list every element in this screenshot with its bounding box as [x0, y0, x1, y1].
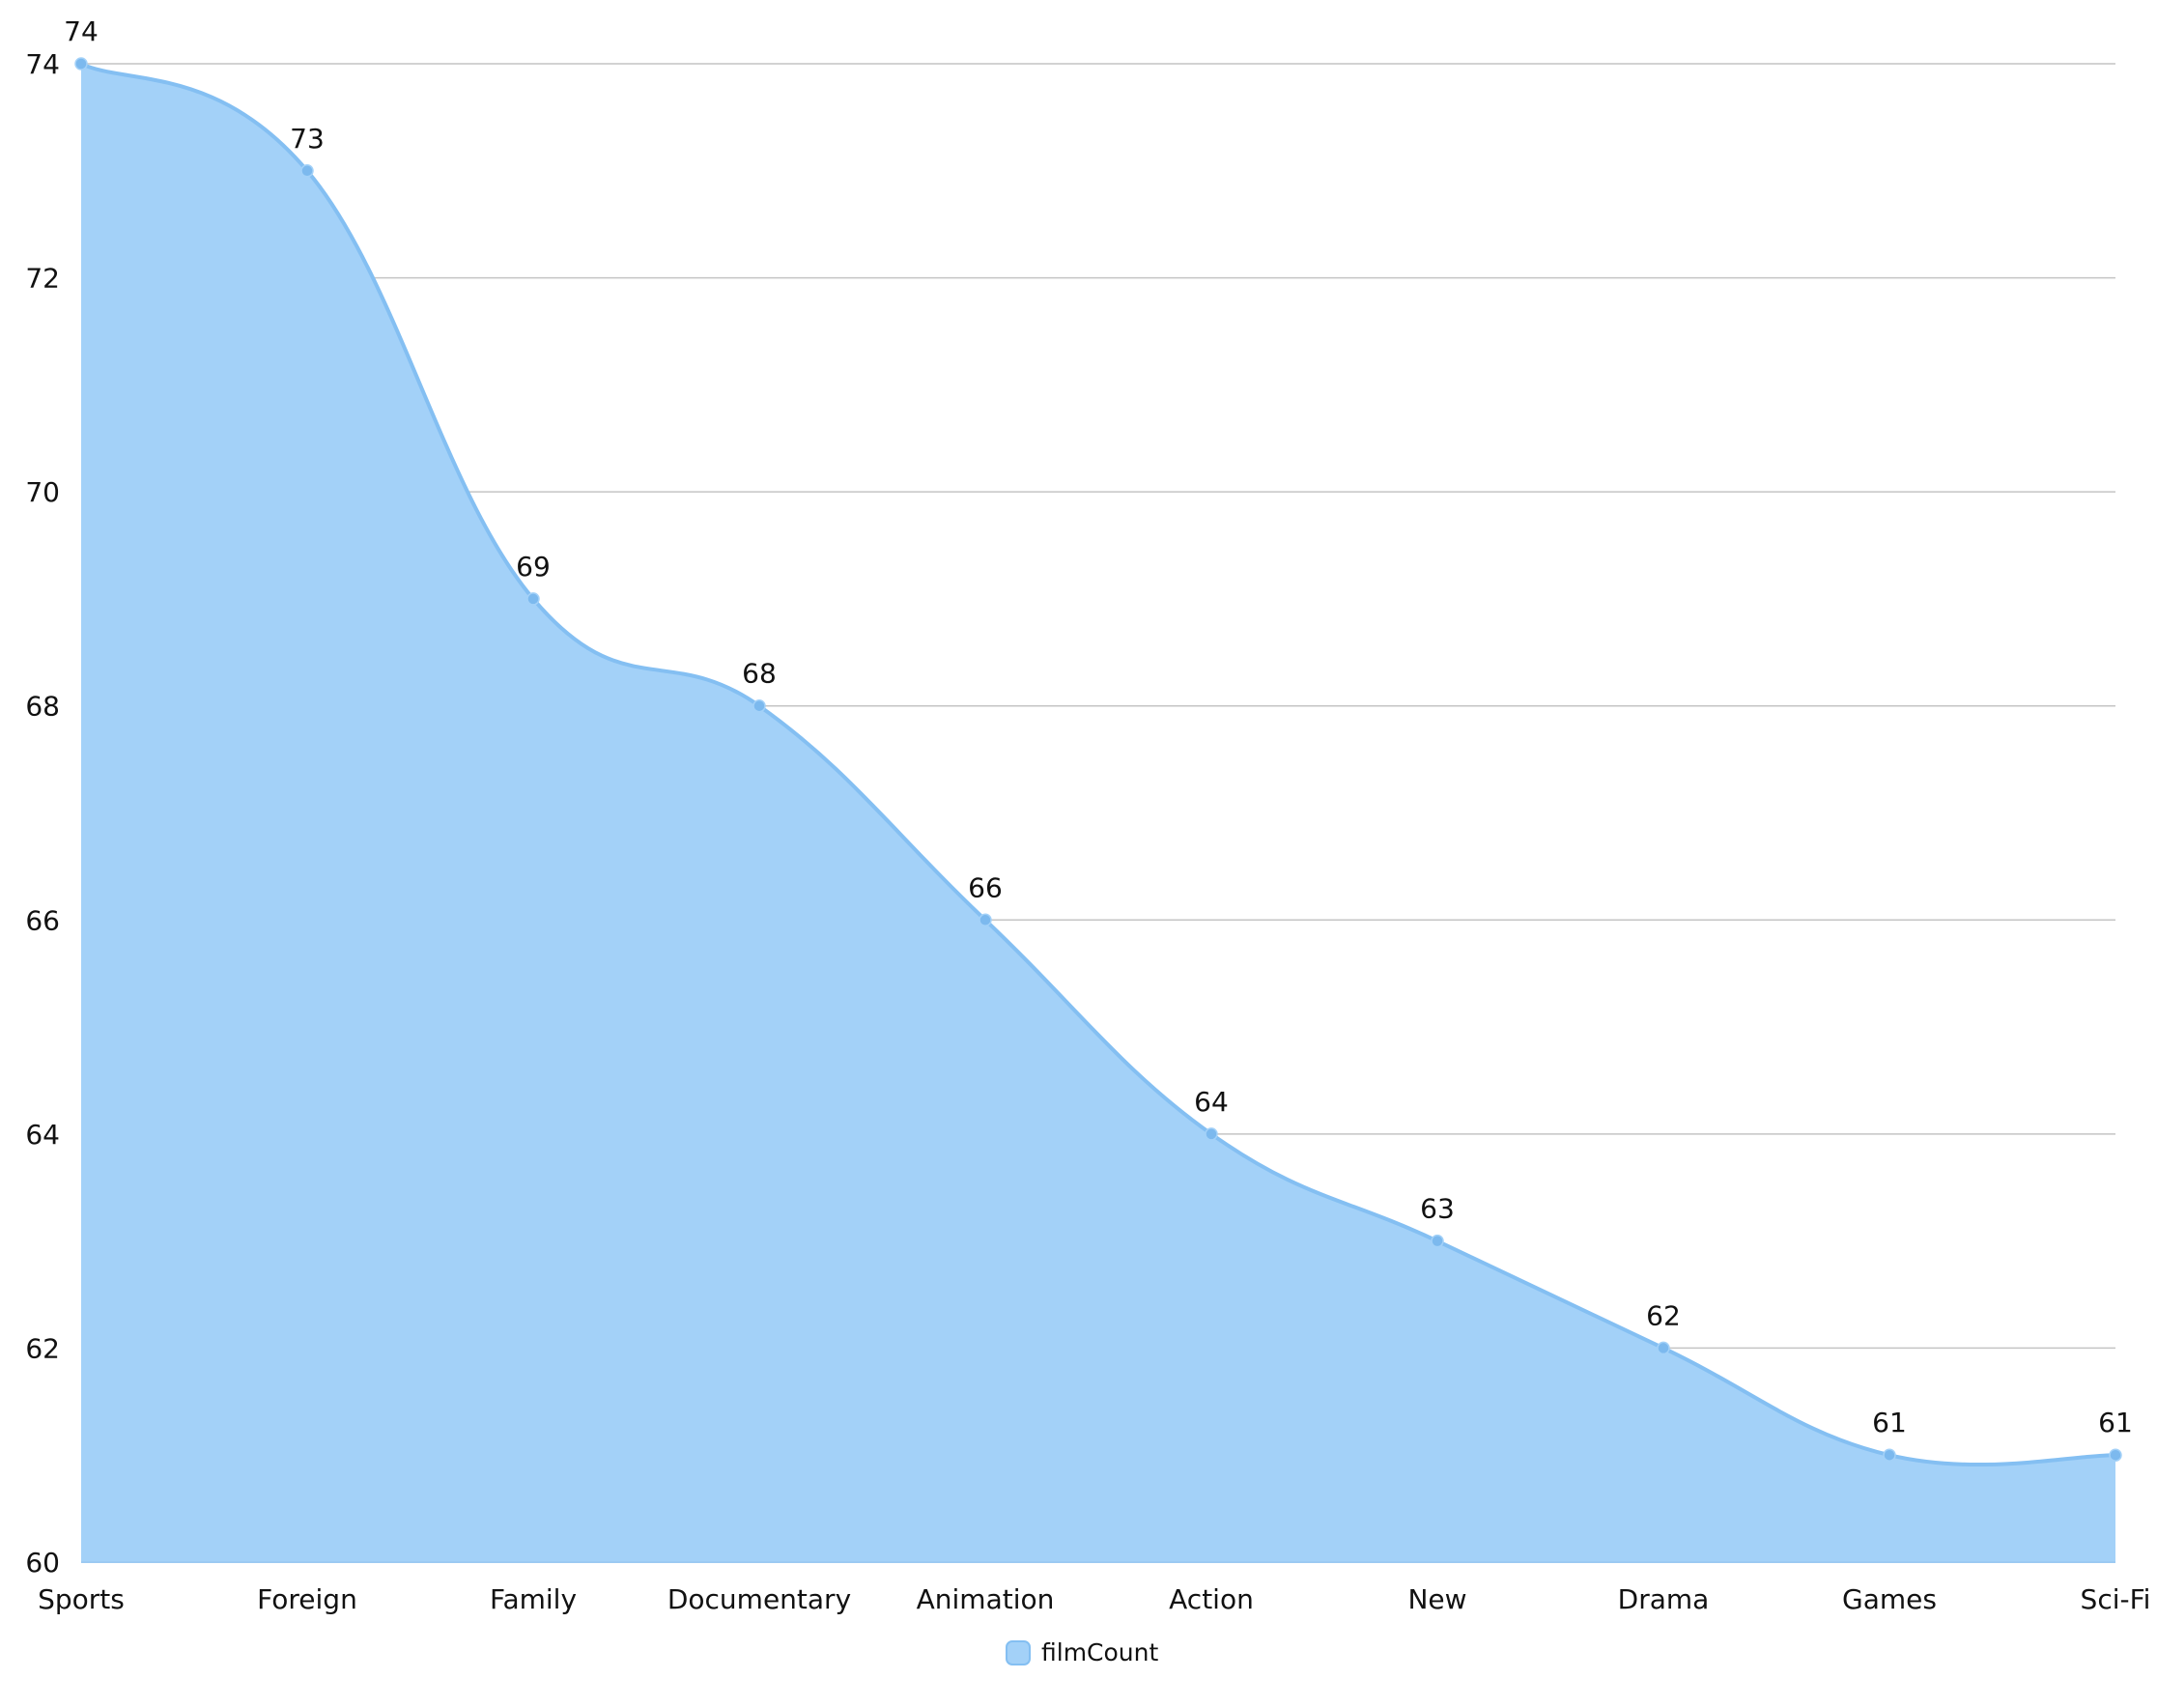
x-tick-label: Sci-Fi — [2081, 1583, 2151, 1615]
axes: 60 62 64 66 68 70 72 74 Sports Foreign Family Docum… — [25, 48, 2150, 1615]
x-tick-label: Animation — [917, 1583, 1055, 1615]
data-label: 68 — [742, 658, 777, 690]
data-labels: 74 73 69 68 66 64 63 62 61 61 — [64, 15, 2133, 1438]
data-label: 63 — [1420, 1193, 1455, 1225]
data-point[interactable] — [979, 913, 992, 927]
data-point[interactable] — [1657, 1341, 1670, 1355]
data-label: 61 — [1872, 1407, 1907, 1438]
data-point[interactable] — [74, 57, 88, 71]
series-line — [80, 62, 2116, 1467]
legend-item[interactable]: filmCount — [1006, 1638, 1158, 1666]
x-tick-label: Games — [1842, 1583, 1937, 1615]
x-tick-label: Documentary — [667, 1583, 851, 1615]
area-fill — [81, 64, 2115, 1562]
y-tick-label: 64 — [25, 1119, 60, 1151]
data-point[interactable] — [526, 592, 540, 606]
y-tick-label: 62 — [25, 1332, 60, 1364]
y-tick-label: 68 — [25, 691, 60, 723]
x-tick-label: Drama — [1618, 1583, 1710, 1615]
data-point[interactable] — [300, 164, 314, 178]
data-point[interactable] — [1205, 1127, 1218, 1141]
data-label: 66 — [968, 871, 1003, 903]
x-tick-label: Action — [1169, 1583, 1254, 1615]
legend-label: filmCount — [1041, 1638, 1158, 1666]
data-point[interactable] — [1883, 1448, 1896, 1462]
data-label: 69 — [516, 551, 551, 583]
data-label: 64 — [1194, 1086, 1229, 1118]
x-tick-label: Family — [490, 1583, 577, 1615]
area-series — [80, 62, 2116, 1562]
data-label: 62 — [1646, 1299, 1681, 1331]
y-tick-label: 66 — [25, 904, 60, 936]
legend-swatch — [1006, 1640, 1031, 1665]
data-points — [74, 57, 2122, 1462]
data-point[interactable] — [752, 698, 766, 713]
y-tick-label: 70 — [25, 476, 60, 508]
data-label: 73 — [290, 123, 325, 155]
y-tick-label: 74 — [25, 48, 60, 80]
x-tick-label: Sports — [38, 1583, 125, 1615]
data-label: 61 — [2098, 1407, 2133, 1438]
x-tick-label: Foreign — [257, 1583, 357, 1615]
data-label: 74 — [64, 15, 99, 47]
legend[interactable]: filmCount — [1006, 1638, 1158, 1666]
x-tick-label: New — [1407, 1583, 1466, 1615]
data-point[interactable] — [1431, 1234, 1444, 1248]
y-tick-label: 60 — [25, 1547, 60, 1579]
data-point[interactable] — [2109, 1448, 2122, 1462]
y-tick-label: 72 — [25, 263, 60, 295]
